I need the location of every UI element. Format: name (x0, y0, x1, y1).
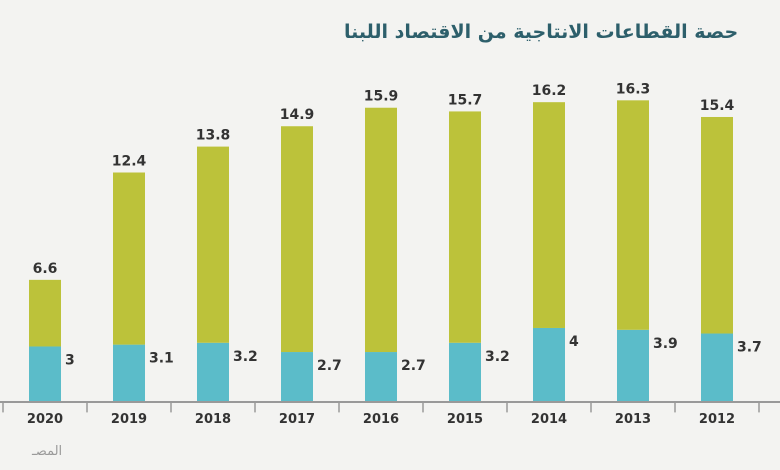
bars-group (29, 100, 733, 402)
bar-top-2018 (197, 146, 229, 343)
source-label: المصـ (31, 444, 62, 459)
value-label-2017: 2.7 (317, 358, 342, 374)
bar-bottom-2018 (197, 342, 229, 402)
total-label-2018: 13.8 (196, 128, 231, 144)
bar-bottom-2016 (365, 352, 397, 402)
bar-top-2013 (617, 100, 649, 330)
total-label-2014: 16.2 (532, 83, 567, 99)
bar-bottom-2013 (617, 329, 649, 402)
x-tick-2016: 2016 (363, 412, 399, 427)
x-tick-2014: 2014 (531, 412, 567, 427)
bar-bottom-2020 (29, 346, 61, 402)
value-label-2012: 3.7 (737, 340, 762, 356)
bar-top-2014 (533, 102, 565, 328)
x-tick-2020: 2020 (27, 412, 63, 427)
value-label-2014: 4 (569, 334, 579, 350)
total-label-2017: 14.9 (280, 107, 315, 123)
bar-bottom-2019 (113, 344, 145, 402)
bar-top-2017 (281, 126, 313, 353)
x-tick-2012: 2012 (699, 412, 735, 427)
value-label-2020: 3 (65, 352, 75, 368)
bar-top-2019 (113, 172, 145, 345)
labels-group: 15.4 3.7 16.3 3.9 16.2 4 15.7 3.2 15.9 2.7 14.9 2.7… (33, 81, 762, 374)
value-label-2016: 2.7 (401, 358, 426, 374)
value-label-2019: 3.1 (149, 351, 174, 367)
total-label-2016: 15.9 (364, 89, 399, 105)
x-axis-ticks: 2012201320142015201620172018201920202021 (2, 402, 760, 427)
bar-top-2015 (449, 111, 481, 343)
x-tick-2019: 2019 (111, 412, 147, 427)
total-label-2012: 15.4 (700, 98, 735, 114)
x-tick-2013: 2013 (615, 412, 651, 427)
bar-top-2016 (365, 107, 397, 353)
x-tick-2018: 2018 (195, 412, 231, 427)
bar-bottom-2017 (281, 352, 313, 402)
x-tick-2017: 2017 (279, 412, 315, 427)
total-label-2013: 16.3 (616, 81, 651, 97)
x-tick-2015: 2015 (447, 412, 483, 427)
value-label-2015: 3.2 (485, 349, 510, 365)
total-label-2020: 6.6 (33, 261, 58, 277)
chart-title: حصة القطاعات الانتاجية من الاقتصاد اللبن… (344, 21, 738, 43)
value-label-2013: 3.9 (653, 336, 678, 352)
bar-bottom-2015 (449, 342, 481, 402)
value-label-2018: 3.2 (233, 349, 258, 365)
bar-bottom-2014 (533, 327, 565, 402)
total-label-2019: 12.4 (112, 154, 147, 170)
total-label-2015: 15.7 (448, 92, 483, 108)
bar-top-2020 (29, 279, 61, 347)
bar-top-2012 (701, 116, 733, 334)
bar-bottom-2012 (701, 333, 733, 402)
